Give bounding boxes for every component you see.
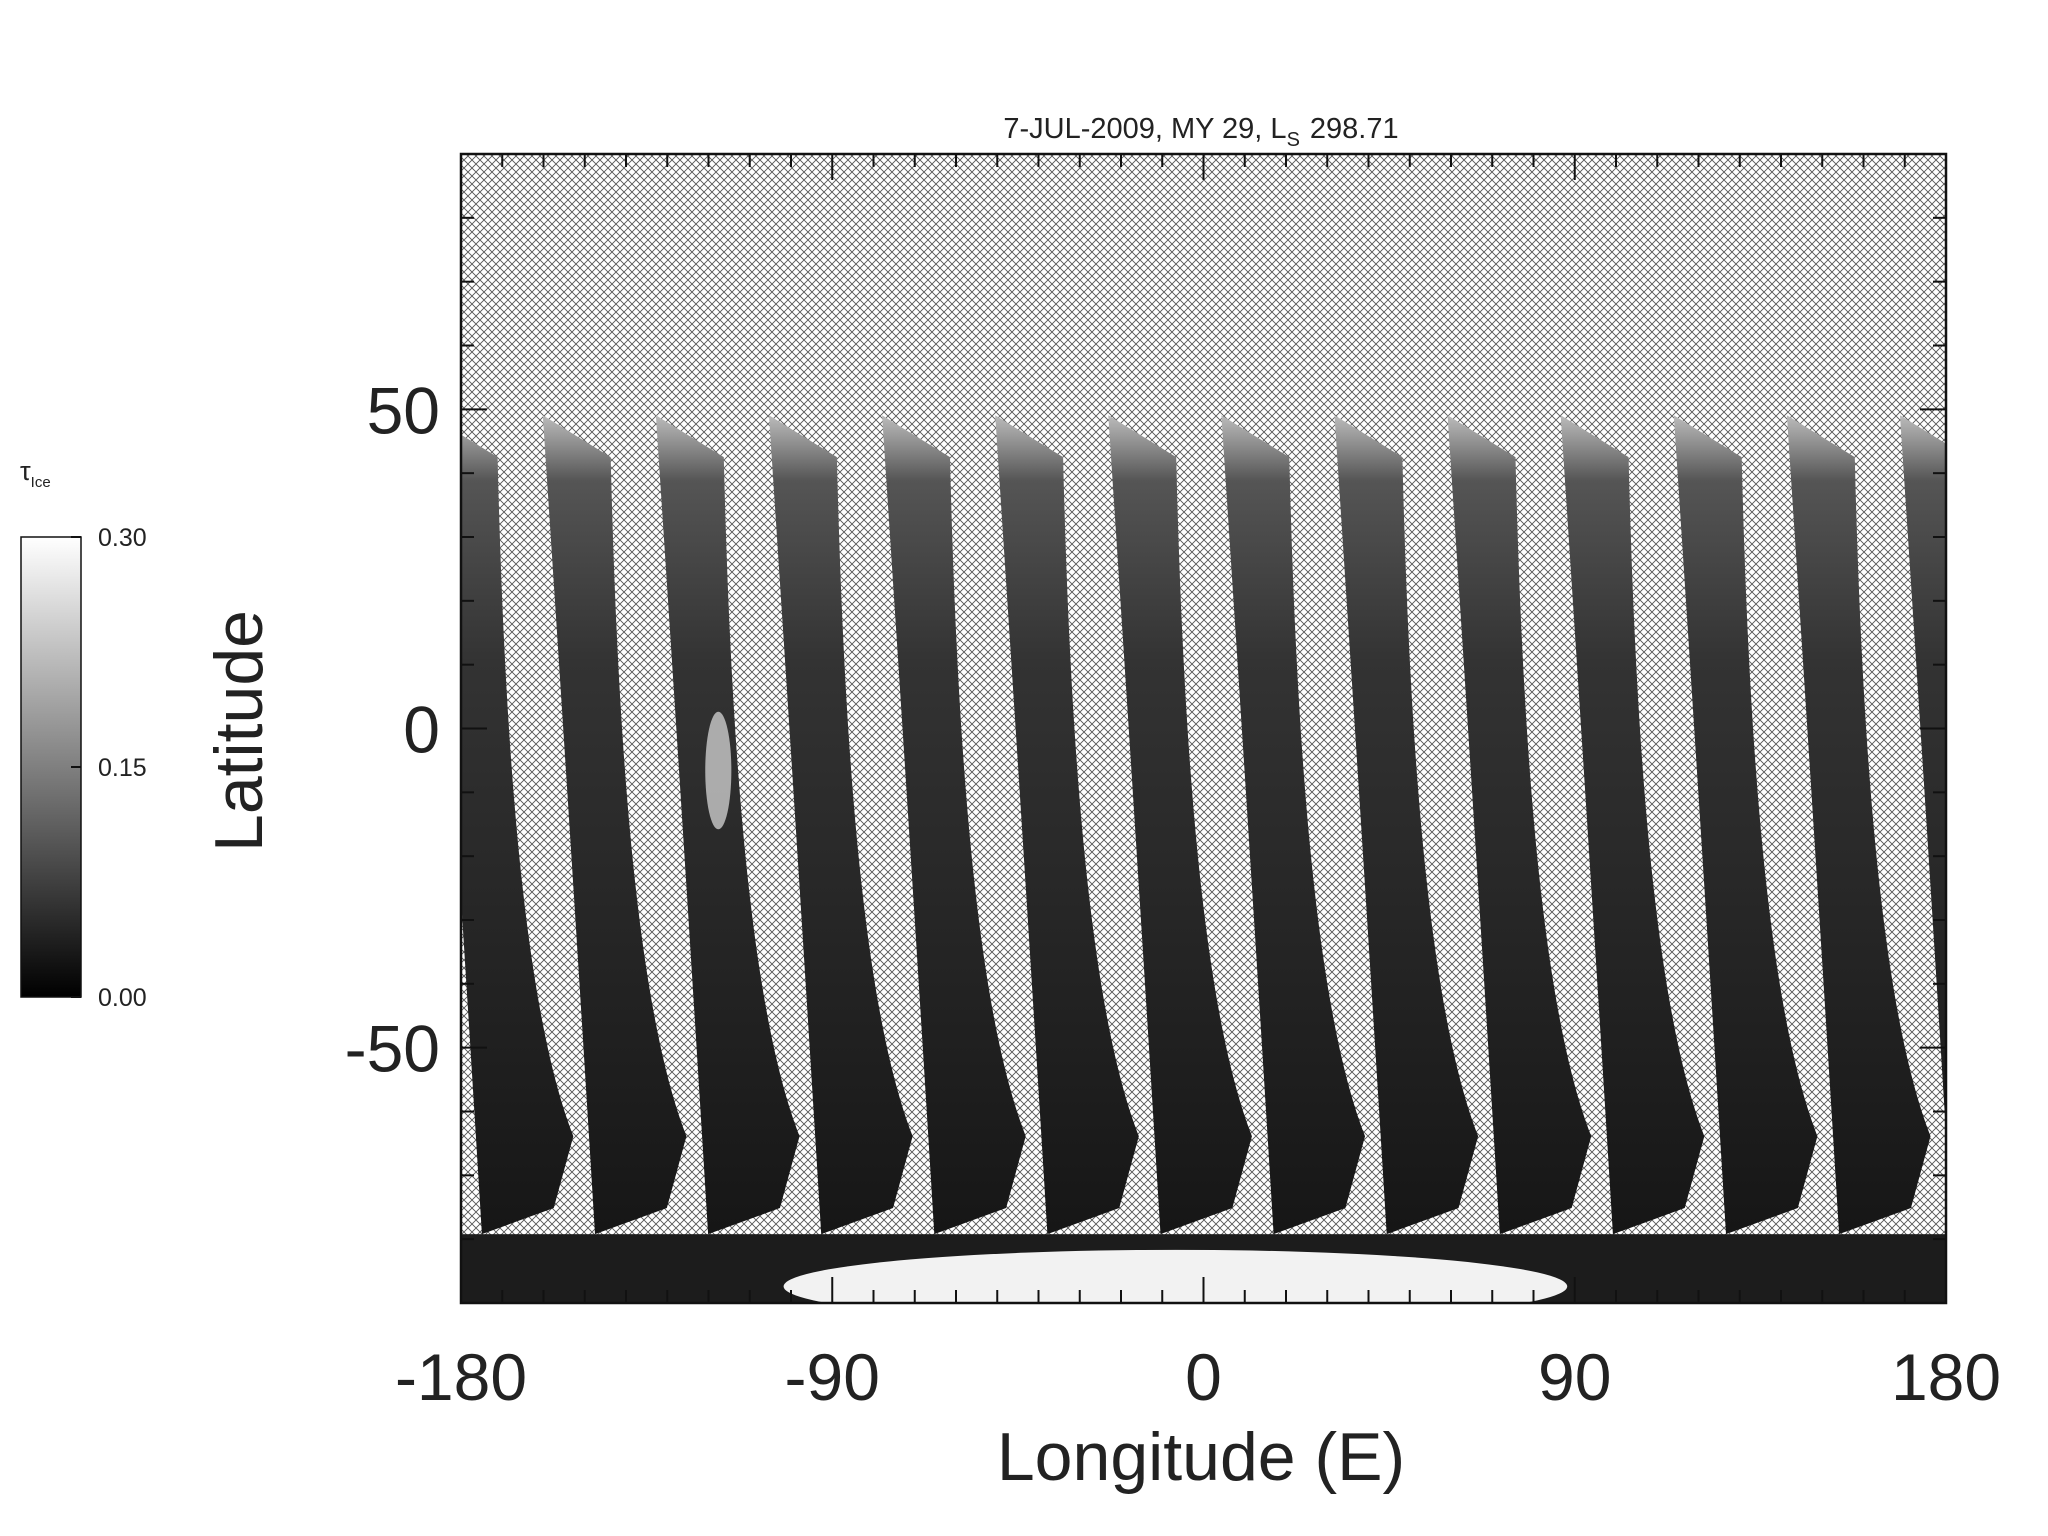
swath [1899,415,1946,1134]
swath [317,415,461,1234]
colorbar-tick-label: 0.00 [98,984,147,1012]
swaths [317,415,1946,1303]
y-axis-label: Latitude [201,610,277,852]
swath [1447,415,1592,1235]
chart-title: 7-JUL-2009, MY 29, LS 298.71 [1003,113,1398,151]
x-tick-label: -180 [395,1340,527,1414]
polar-cap [783,1249,1568,1303]
swath [1334,415,1479,1235]
swath [542,415,687,1235]
swath [655,415,800,1235]
colorbar-label: τIce [20,456,51,491]
swath [995,415,1139,1235]
y-tick-label: 0 [403,693,440,767]
x-tick-label: 180 [1891,1340,2001,1414]
swath [1108,415,1252,1235]
swath [1560,415,1705,1235]
colorbar-tick-label: 0.30 [98,524,147,552]
swath [1786,415,1931,1235]
x-axis-label: Longitude (E) [997,1419,1405,1495]
colorbar-sub: Ice [31,474,51,491]
title-main: 7-JUL-2009, MY 29, L [1003,113,1286,145]
colorbar-symbol: τ [20,456,31,486]
swath [461,434,574,1235]
swath-group [317,415,1946,1303]
swath [882,415,1026,1235]
swath [1673,415,1818,1235]
cloud-feature [705,711,732,830]
x-tick-label: 90 [1538,1340,1611,1414]
swath [768,415,913,1235]
x-tick-label: -90 [785,1340,880,1414]
swath [1221,415,1366,1235]
colorbar-tick-label: 0.15 [98,754,147,782]
x-tick-label: 0 [1185,1340,1222,1414]
y-tick-label: -50 [345,1012,440,1086]
y-tick-label: 50 [367,373,440,447]
title-end: 298.71 [1310,113,1399,145]
title-sub: S [1287,129,1300,151]
